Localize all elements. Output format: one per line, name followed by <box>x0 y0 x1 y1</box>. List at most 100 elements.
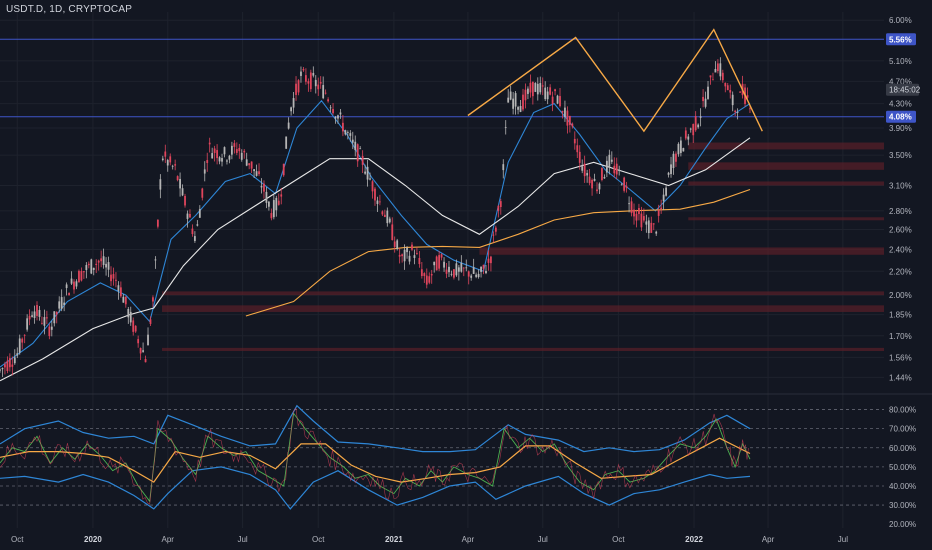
price-candle-body <box>388 218 391 223</box>
price-candle-body <box>605 160 608 173</box>
price-candle-body <box>719 63 722 77</box>
price-candle-body <box>73 281 75 290</box>
price-candle-body <box>223 147 226 155</box>
price-candle-body <box>115 279 117 281</box>
price-candle-body <box>734 110 737 113</box>
price-candle-body <box>465 267 468 269</box>
price-candle-body <box>608 154 611 168</box>
price-candle-body <box>556 95 559 104</box>
price-candle-body <box>8 358 11 368</box>
price-candle-body <box>485 270 487 274</box>
price-candle-body <box>203 169 206 174</box>
price-candle-body <box>642 216 645 221</box>
price-candle-body <box>154 259 157 261</box>
price-candle-body <box>679 140 682 153</box>
ma-fast-line <box>0 99 751 368</box>
price-candle-body <box>364 171 367 174</box>
price-candle-body <box>571 123 574 127</box>
price-candle-body <box>238 147 241 152</box>
price-candle-body <box>564 107 566 117</box>
price-candle-body <box>578 151 581 163</box>
price-candle-body <box>497 206 500 211</box>
price-candle-body <box>152 297 154 302</box>
support-zone <box>688 142 884 150</box>
price-candle-body <box>55 311 58 315</box>
price-candle-body <box>277 200 280 205</box>
price-axis-label: 2.00% <box>889 291 912 300</box>
price-candle-body <box>445 269 448 274</box>
price-candle-body <box>344 130 347 135</box>
price-candle-body <box>583 163 586 177</box>
price-candle-body <box>531 81 534 97</box>
price-candle-body <box>475 274 478 277</box>
price-candle-body <box>208 142 211 145</box>
time-axis-label: Jul <box>538 535 548 544</box>
price-axis-label: 1.56% <box>889 353 912 362</box>
price-candle-body <box>65 284 68 289</box>
price-candle-body <box>524 89 527 101</box>
price-candle-body <box>87 263 90 266</box>
time-axis-label: Apr <box>162 535 175 544</box>
price-candle-body <box>265 191 268 203</box>
price-candle-body <box>171 165 174 167</box>
price-candle-body <box>687 136 690 140</box>
rsi-axis-label: 50.00% <box>889 463 916 472</box>
price-candle-body <box>45 317 48 319</box>
price-candle-body <box>176 176 179 181</box>
price-axis-label: 5.10% <box>889 57 912 66</box>
price-candle-body <box>218 157 221 162</box>
price-candle-body <box>591 179 593 189</box>
pattern-layer <box>467 28 763 133</box>
price-candle-body <box>354 141 357 151</box>
rsi-upper-line <box>0 404 751 453</box>
price-candle-body <box>598 183 601 190</box>
price-candle-body <box>453 269 455 278</box>
price-axis-label: 2.60% <box>889 225 912 234</box>
moving-averages-layer <box>0 99 751 382</box>
price-candle-body <box>536 83 539 95</box>
price-candle-body <box>26 318 29 330</box>
price-axis-label: 3.50% <box>889 151 912 160</box>
price-candle-body <box>342 122 344 132</box>
price-candle-body <box>472 267 475 274</box>
price-candle-body <box>129 311 132 323</box>
price-candle-body <box>198 209 201 218</box>
price-candle-body <box>11 364 14 367</box>
price-axis-label: 6.00% <box>889 16 912 25</box>
price-candle-body <box>517 107 519 110</box>
price-candle-body <box>749 108 751 110</box>
price-candle-body <box>736 112 739 113</box>
price-candle-body <box>568 115 571 125</box>
price-candle-body <box>369 178 371 180</box>
price-candle-body <box>349 133 352 136</box>
price-candle-body <box>623 177 626 191</box>
price-candle-body <box>462 267 465 269</box>
price-candle-body <box>184 196 186 206</box>
price-candle-body <box>704 98 707 107</box>
price-candle-body <box>438 255 441 269</box>
price-candle-body <box>97 260 100 263</box>
price-candle-body <box>48 326 51 337</box>
price-candle-body <box>652 223 655 225</box>
price-candle-body <box>142 350 144 352</box>
price-candle-body <box>297 80 300 93</box>
price-candle-body <box>425 275 428 285</box>
support-zone <box>688 217 884 221</box>
price-candle-body <box>287 122 290 129</box>
price-candle-body <box>596 189 598 192</box>
price-candle-body <box>92 267 95 270</box>
price-candle-body <box>707 86 709 99</box>
price-candle-body <box>196 224 199 226</box>
price-candle-body <box>307 81 310 84</box>
price-candle-body <box>270 213 273 219</box>
price-candle-body <box>675 153 677 162</box>
price-candle-body <box>263 183 265 192</box>
price-candle-body <box>43 317 46 326</box>
price-candle-body <box>300 71 302 76</box>
price-candle-body <box>684 130 687 139</box>
time-axis-label: Apr <box>762 535 775 544</box>
price-candle-body <box>70 278 73 284</box>
price-candle-body <box>487 258 490 263</box>
price-candle-body <box>541 85 544 87</box>
